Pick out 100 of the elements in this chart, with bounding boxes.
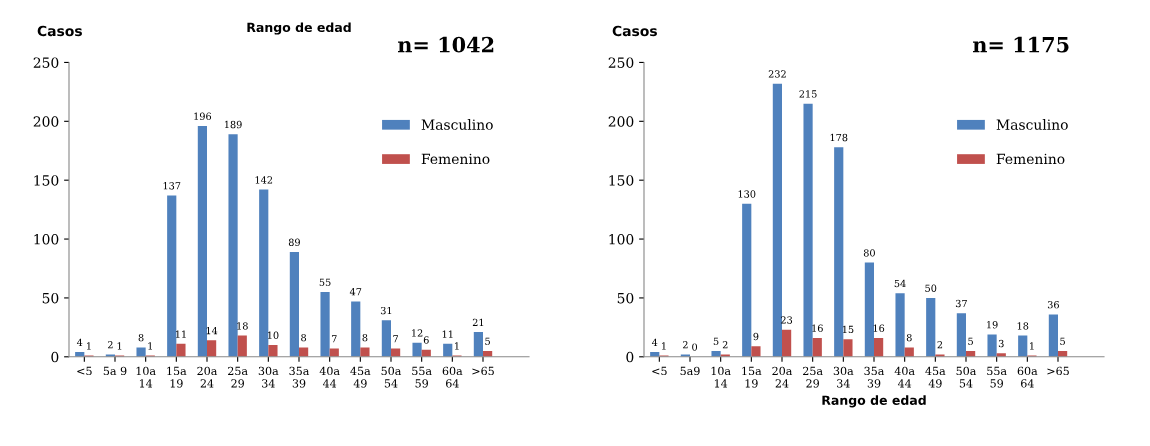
x-tick-label: 55a 59 bbox=[987, 366, 1007, 388]
x-tick-label: >65 bbox=[1047, 366, 1069, 376]
x-tick-label: 40a 44 bbox=[894, 366, 915, 388]
x-tick-label: >65 bbox=[472, 366, 494, 376]
data-label: 21 bbox=[472, 318, 484, 326]
x-tick-label: <5 bbox=[77, 366, 92, 376]
legend-label: Femenino bbox=[421, 153, 490, 165]
data-label: 4 bbox=[76, 338, 83, 346]
data-label: 137 bbox=[163, 182, 181, 190]
data-label: 11 bbox=[175, 330, 186, 338]
data-label: 8 bbox=[301, 333, 307, 342]
data-label: 142 bbox=[255, 176, 273, 184]
data-label: 1 bbox=[117, 342, 122, 350]
x-tick-label: 45a 49 bbox=[925, 366, 946, 388]
data-label: 2 bbox=[722, 341, 728, 349]
x-tick-label: 50a 54 bbox=[381, 366, 402, 388]
data-label: 1 bbox=[87, 342, 91, 350]
y-axis-title: Casos bbox=[612, 25, 657, 37]
text: n= 1042 bbox=[397, 36, 494, 53]
data-label: 215 bbox=[799, 90, 817, 98]
x-tick-label: 10a 14 bbox=[711, 366, 731, 388]
data-label: 2 bbox=[107, 341, 113, 349]
x-tick-label: 25a 29 bbox=[803, 366, 823, 388]
data-label: 54 bbox=[894, 279, 906, 288]
data-label: 36 bbox=[1047, 301, 1059, 309]
y-tick-label: 100 bbox=[609, 234, 634, 245]
x-tick-label: 50a 54 bbox=[956, 366, 977, 388]
data-label: 47 bbox=[349, 288, 362, 296]
data-label: 15 bbox=[842, 325, 854, 334]
x-tick-label: 5a9 bbox=[680, 366, 700, 376]
x-tick-label: 30a 34 bbox=[258, 366, 279, 388]
x-tick-label: 20a 24 bbox=[197, 366, 218, 388]
data-label: 11 bbox=[442, 330, 453, 338]
data-label: 8 bbox=[362, 333, 368, 342]
y-tick-label: 250 bbox=[33, 57, 59, 68]
y-tick-label: 100 bbox=[34, 234, 59, 245]
data-label: 2 bbox=[682, 341, 688, 349]
x-tick-label: 45a 49 bbox=[350, 366, 371, 388]
legend-label: Masculino bbox=[996, 119, 1068, 130]
y-tick-label: 200 bbox=[608, 116, 634, 127]
data-label: 19 bbox=[987, 321, 998, 329]
x-tick-label: 15a 19 bbox=[167, 366, 187, 388]
data-label: 1 bbox=[1030, 342, 1034, 350]
x-tick-label: 60a 64 bbox=[442, 366, 463, 388]
x-tick-label: 25a 29 bbox=[228, 366, 248, 388]
data-label: 3 bbox=[998, 339, 1004, 348]
data-label: 189 bbox=[224, 120, 242, 129]
x-tick-label: 15a 19 bbox=[742, 366, 762, 388]
data-label: 8 bbox=[906, 333, 912, 342]
x-tick-label: 60a 64 bbox=[1017, 366, 1038, 388]
x-tick-label: 5a 9 bbox=[103, 366, 127, 376]
x-tick-label: 40a 44 bbox=[319, 366, 340, 388]
data-label: 2 bbox=[937, 341, 943, 349]
data-label: 7 bbox=[331, 335, 337, 343]
data-label: 55 bbox=[319, 278, 331, 286]
data-label: 18 bbox=[237, 322, 248, 330]
y-tick-label: 150 bbox=[34, 175, 59, 186]
x-axis-title: Rango de edad bbox=[822, 395, 926, 408]
legend-label: Masculino bbox=[421, 119, 493, 130]
data-label: 7 bbox=[393, 335, 398, 343]
data-label: 10 bbox=[267, 331, 279, 339]
data-label: 130 bbox=[738, 190, 756, 198]
x-tick-label: 35a 39 bbox=[289, 366, 310, 388]
data-label: 37 bbox=[955, 299, 967, 308]
data-label: 12 bbox=[412, 329, 423, 337]
y-tick-label: 0 bbox=[51, 351, 59, 363]
data-label: 31 bbox=[380, 306, 392, 315]
y-tick-label: 50 bbox=[617, 292, 634, 304]
data-label: 178 bbox=[830, 133, 848, 142]
data-label: 5 bbox=[485, 337, 490, 345]
data-label: 16 bbox=[812, 324, 823, 332]
data-label: 50 bbox=[925, 284, 937, 292]
data-label: 16 bbox=[873, 324, 885, 332]
y-tick-label: 50 bbox=[42, 292, 59, 304]
x-tick-label: <5 bbox=[652, 366, 667, 376]
x-tick-label: 10a 14 bbox=[136, 366, 156, 388]
data-label: 1 bbox=[662, 342, 666, 350]
data-label: 18 bbox=[1017, 322, 1029, 330]
data-label: 6 bbox=[423, 336, 429, 344]
data-label: 0 bbox=[692, 343, 698, 351]
data-label: 89 bbox=[288, 238, 300, 246]
data-label: 8 bbox=[138, 333, 144, 342]
data-label: 4 bbox=[651, 338, 658, 346]
data-label: 1 bbox=[148, 342, 152, 350]
y-tick-label: 250 bbox=[608, 57, 634, 68]
y-axis-title: Casos bbox=[37, 25, 82, 37]
data-label: 9 bbox=[753, 332, 759, 341]
y-tick-label: 200 bbox=[33, 116, 59, 127]
data-label: 5 bbox=[713, 337, 719, 345]
chart-title: Rango de edad bbox=[247, 22, 351, 35]
data-label: 232 bbox=[768, 70, 786, 78]
data-label: 80 bbox=[863, 249, 875, 257]
y-tick-label: 150 bbox=[609, 175, 634, 186]
x-tick-label: 35a 39 bbox=[864, 366, 885, 388]
data-label: 5 bbox=[968, 337, 973, 345]
legend-label: Femenino bbox=[996, 153, 1065, 165]
data-label: 1 bbox=[455, 342, 459, 350]
y-tick-label: 0 bbox=[626, 351, 634, 363]
x-tick-label: 20a 24 bbox=[772, 366, 793, 388]
data-label: 196 bbox=[194, 112, 212, 120]
